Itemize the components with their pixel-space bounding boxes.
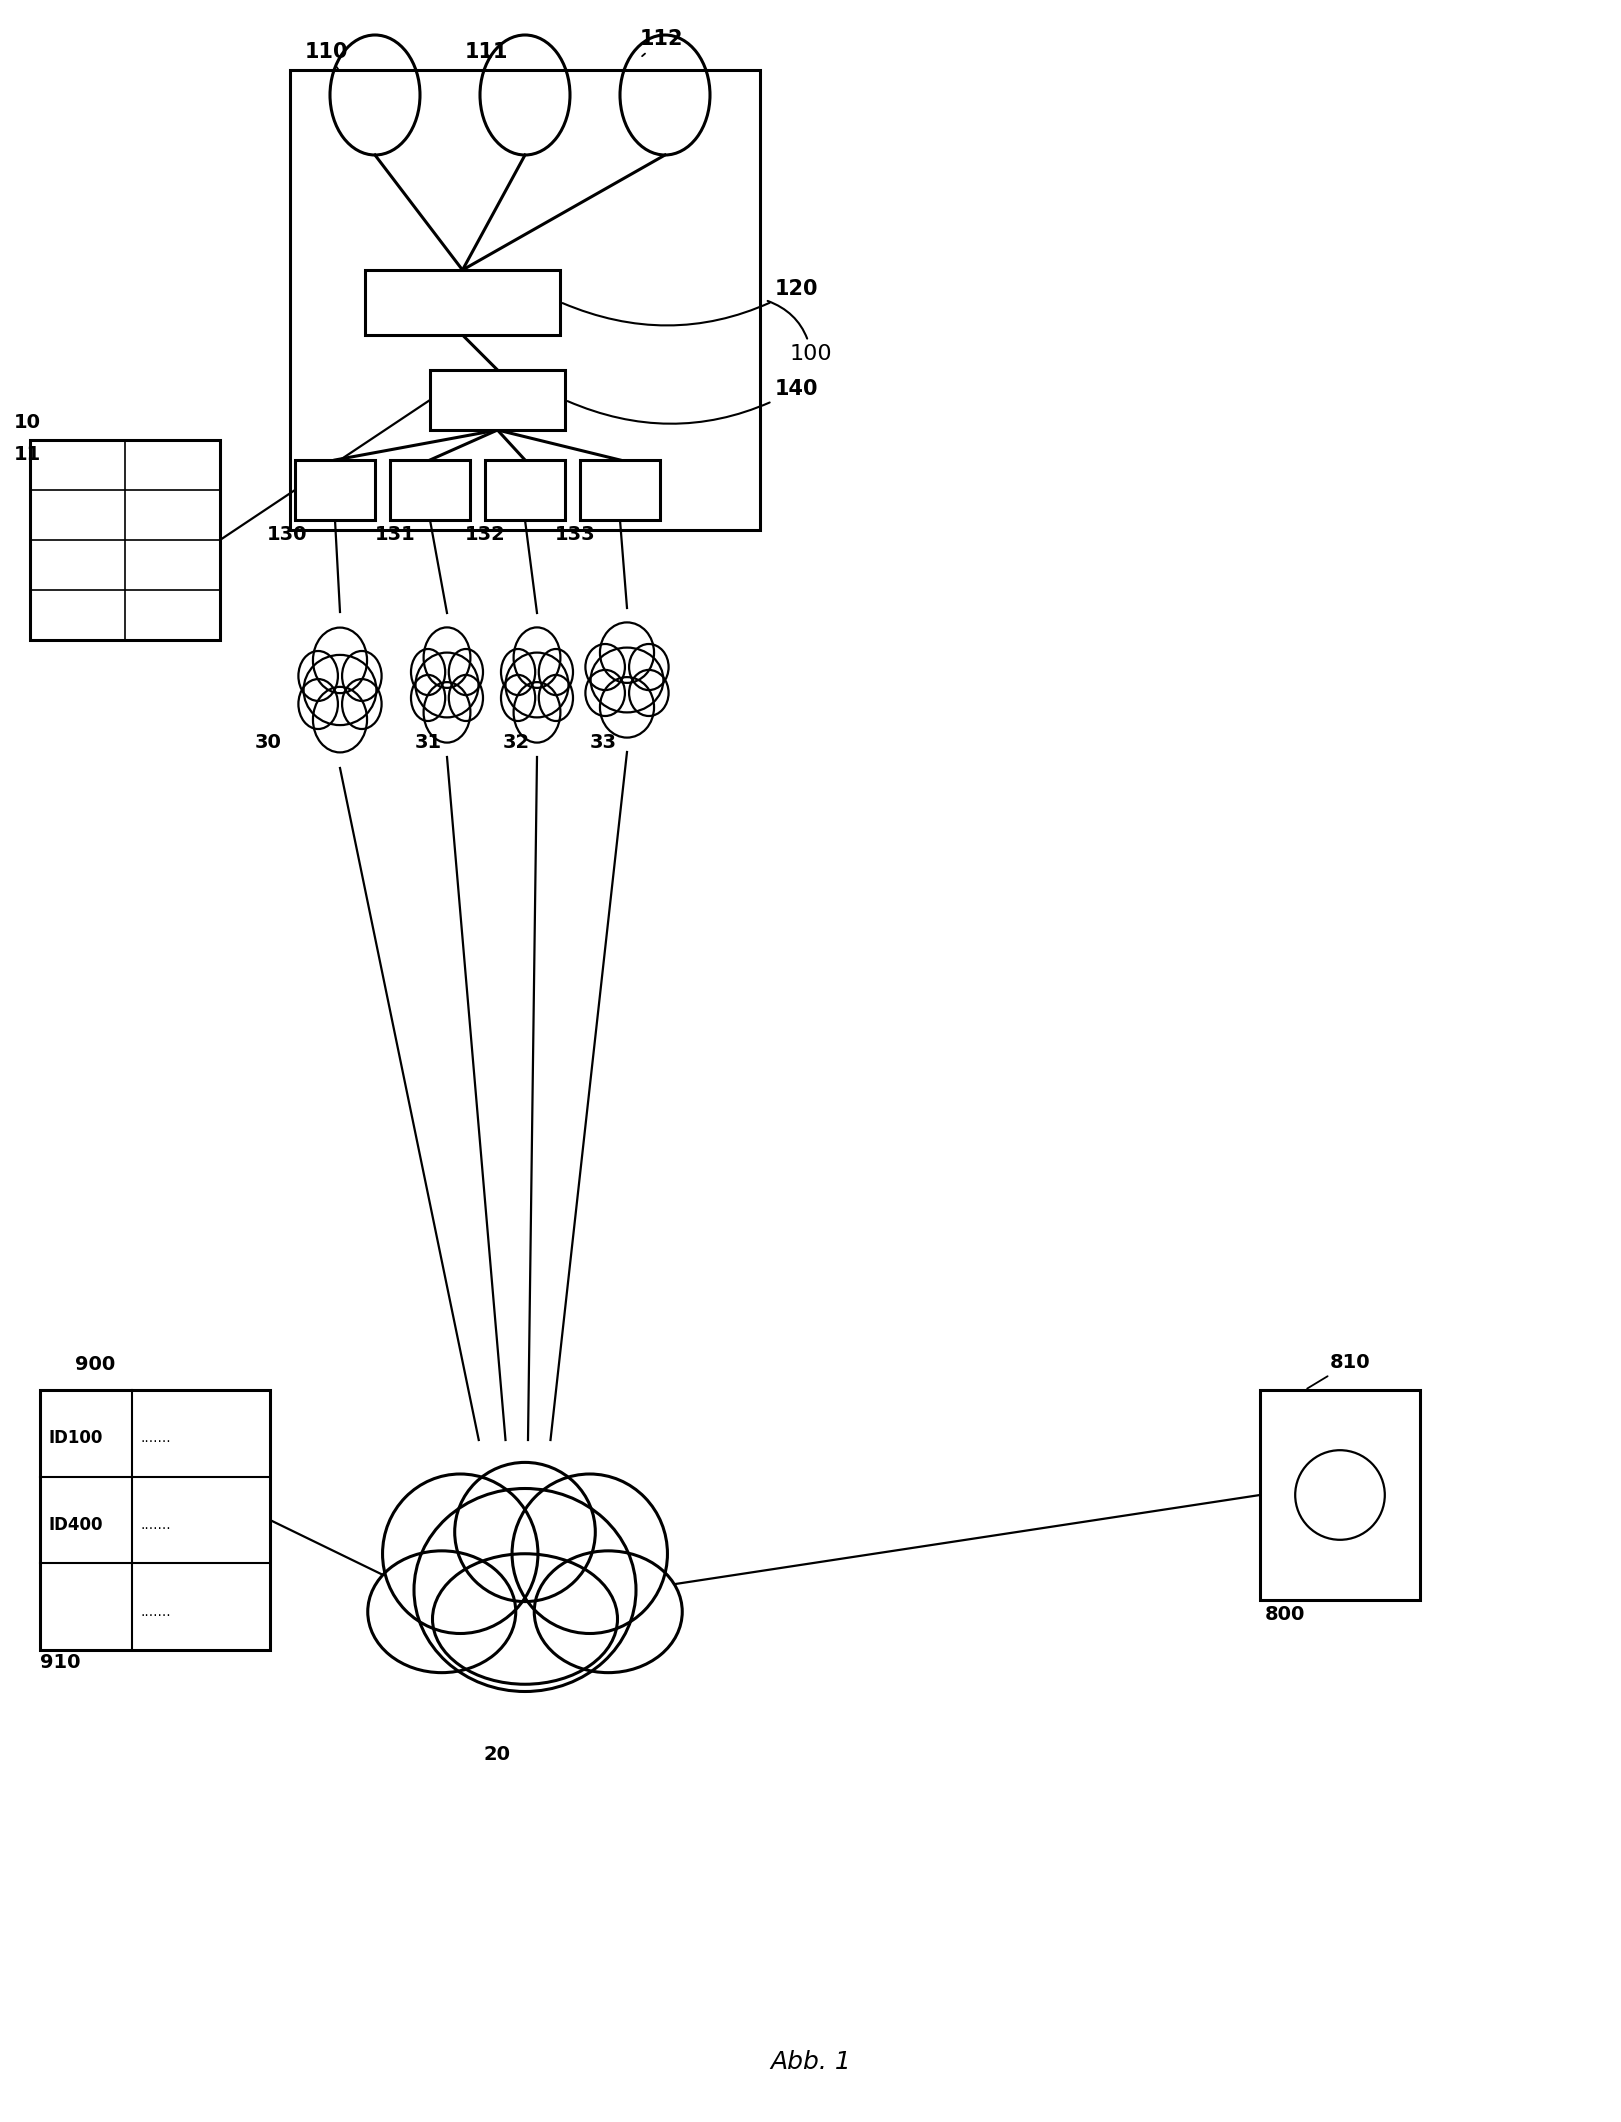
Ellipse shape: [585, 643, 626, 690]
Ellipse shape: [456, 1462, 595, 1602]
Ellipse shape: [423, 628, 470, 688]
Ellipse shape: [600, 677, 653, 738]
Ellipse shape: [415, 654, 478, 717]
Text: Abb. 1: Abb. 1: [770, 2050, 851, 2073]
Text: 33: 33: [590, 732, 618, 751]
Ellipse shape: [342, 679, 381, 730]
Text: 120: 120: [562, 278, 819, 325]
Text: 32: 32: [503, 732, 530, 751]
Text: 20: 20: [483, 1744, 511, 1763]
Ellipse shape: [506, 654, 569, 717]
Text: 111: 111: [465, 42, 509, 62]
Ellipse shape: [585, 671, 626, 715]
Text: 910: 910: [41, 1653, 81, 1672]
Bar: [365, 269, 559, 335]
Ellipse shape: [298, 651, 337, 700]
Text: 11: 11: [15, 446, 41, 465]
Text: ID100: ID100: [49, 1430, 102, 1447]
Ellipse shape: [342, 651, 381, 700]
Ellipse shape: [514, 681, 561, 743]
Text: 132: 132: [465, 524, 506, 543]
Ellipse shape: [501, 675, 535, 721]
Ellipse shape: [423, 681, 470, 743]
Ellipse shape: [629, 643, 668, 690]
Bar: [580, 460, 660, 520]
Ellipse shape: [313, 628, 366, 694]
Ellipse shape: [412, 649, 446, 696]
Ellipse shape: [313, 688, 366, 753]
Ellipse shape: [600, 622, 653, 683]
Text: .......: .......: [139, 1432, 170, 1445]
Ellipse shape: [449, 675, 483, 721]
Ellipse shape: [412, 675, 446, 721]
Ellipse shape: [433, 1553, 618, 1685]
Bar: [295, 460, 374, 520]
Text: 810: 810: [1307, 1354, 1371, 1388]
Text: 130: 130: [267, 524, 308, 543]
Text: 140: 140: [567, 380, 819, 424]
Text: ID400: ID400: [49, 1515, 102, 1534]
Text: 112: 112: [640, 30, 684, 55]
Bar: [31, 439, 220, 641]
Ellipse shape: [368, 1551, 515, 1672]
Ellipse shape: [501, 649, 535, 696]
Ellipse shape: [449, 649, 483, 696]
Ellipse shape: [413, 1488, 635, 1691]
Bar: [391, 460, 470, 520]
Ellipse shape: [512, 1475, 668, 1634]
Bar: [41, 1390, 271, 1651]
Ellipse shape: [590, 647, 663, 713]
Ellipse shape: [298, 679, 337, 730]
Text: 133: 133: [554, 524, 595, 543]
Text: 100: 100: [768, 301, 833, 365]
Ellipse shape: [303, 656, 376, 726]
Text: 131: 131: [374, 524, 415, 543]
Bar: [1260, 1390, 1420, 1600]
Ellipse shape: [538, 675, 572, 721]
Ellipse shape: [629, 671, 668, 715]
Text: 31: 31: [415, 732, 443, 751]
Text: .......: .......: [139, 1517, 170, 1532]
Text: 900: 900: [75, 1356, 115, 1375]
Text: .......: .......: [139, 1604, 170, 1619]
Ellipse shape: [383, 1475, 538, 1634]
Bar: [430, 369, 566, 431]
Ellipse shape: [538, 649, 572, 696]
Bar: [485, 460, 566, 520]
Ellipse shape: [514, 628, 561, 688]
Text: 800: 800: [1264, 1604, 1305, 1623]
Ellipse shape: [535, 1551, 682, 1672]
Bar: [290, 70, 760, 530]
Text: 10: 10: [15, 414, 41, 433]
Text: 30: 30: [254, 732, 282, 751]
Text: 110: 110: [305, 42, 349, 70]
